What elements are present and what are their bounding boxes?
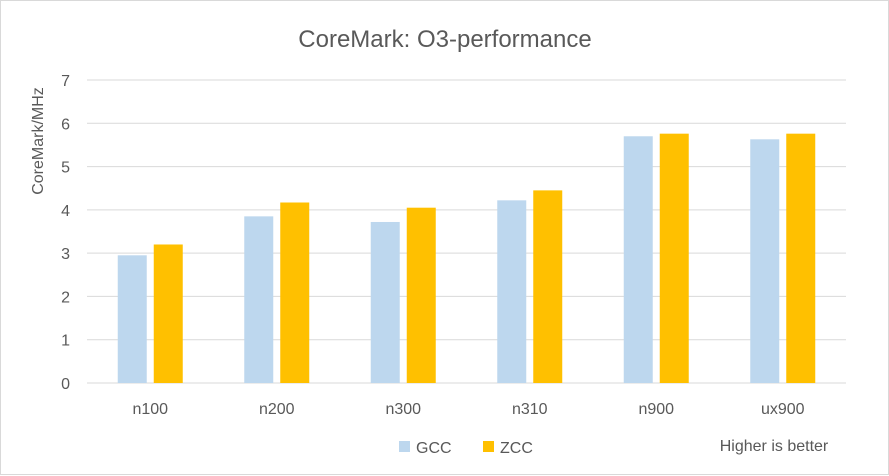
x-tick-label: n200 [259, 401, 295, 418]
y-tick-label: 4 [61, 203, 70, 220]
bar-zcc-n100 [153, 244, 183, 383]
legend-label-zcc: ZCC [500, 440, 533, 457]
bar-gcc-n900 [623, 136, 653, 383]
legend-label-gcc: GCC [416, 440, 452, 457]
bar-gcc-ux900 [750, 139, 780, 383]
x-tick-label: n300 [385, 401, 421, 418]
y-tick-label: 6 [61, 116, 70, 133]
x-tick-labels: n100 n200 n300 n310 n900 ux900 [132, 401, 804, 418]
bar-gcc-n300 [370, 221, 400, 383]
bar-gcc-n310 [497, 200, 527, 383]
y-tick-labels: 0 1 2 3 4 5 6 7 [61, 73, 70, 393]
legend-swatch-gcc [399, 441, 410, 452]
annotation-higher-is-better: Higher is better [720, 438, 829, 455]
y-tick-label: 3 [61, 246, 70, 263]
bars [117, 133, 816, 383]
y-tick-label: 7 [61, 73, 70, 90]
y-tick-label: 5 [61, 160, 70, 177]
gridlines [87, 79, 846, 384]
y-tick-label: 2 [61, 289, 70, 306]
bar-gcc-n200 [244, 216, 274, 383]
x-tick-label: ux900 [761, 401, 805, 418]
x-tick-label: n100 [132, 401, 168, 418]
bar-zcc-n310 [533, 190, 563, 383]
bar-zcc-ux900 [786, 133, 816, 383]
bar-zcc-n300 [406, 207, 436, 383]
x-tick-label: n900 [638, 401, 674, 418]
chart-title: CoreMark: O3-performance [298, 26, 591, 53]
y-tick-label: 1 [61, 333, 70, 350]
bar-zcc-n900 [659, 133, 689, 383]
bar-zcc-n200 [280, 202, 310, 383]
x-tick-label: n310 [512, 401, 548, 418]
legend: GCC ZCC [399, 440, 533, 457]
y-tick-label: 0 [61, 376, 70, 393]
legend-swatch-zcc [483, 441, 494, 452]
y-axis-label: CoreMark/MHz [30, 87, 47, 195]
bar-gcc-n100 [117, 255, 147, 383]
